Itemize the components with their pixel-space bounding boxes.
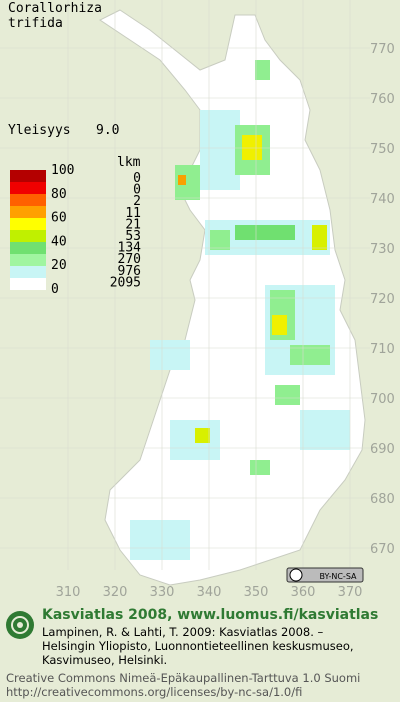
x-label: 310 [56, 585, 81, 600]
index-label: Yleisyys [8, 123, 71, 138]
legend-count: 2095 [110, 275, 141, 290]
y-label: 750 [370, 142, 395, 157]
legend-scale: 0 [51, 282, 59, 297]
license: http://creativecommons.org/licenses/by-n… [6, 685, 302, 699]
legend [10, 170, 46, 290]
legend-count: 270 [118, 252, 141, 267]
legend-count: 53 [125, 229, 141, 244]
license: Creative Commons Nimeä-Epäkaupallinen-Ta… [6, 671, 360, 685]
citation: Lampinen, R. & Lahti, T. 2009: Kasviatla… [42, 625, 324, 639]
legend-scale: 80 [51, 187, 67, 202]
citation: Helsingin Yliopisto, Luonnontieteellinen… [42, 639, 354, 653]
x-label: 350 [244, 585, 269, 600]
legend-scale: 20 [51, 258, 67, 273]
x-label: 370 [338, 585, 363, 600]
legend-count: 0 [133, 171, 141, 186]
legend-count: 134 [118, 241, 142, 256]
grid [0, 0, 370, 570]
y-label: 740 [370, 192, 395, 207]
legend-count: 976 [118, 264, 141, 279]
x-label: 320 [103, 585, 128, 600]
license-badge: BY-NC-SA [286, 567, 364, 583]
license-badge-text: BY-NC-SA [319, 572, 357, 581]
y-label: 760 [370, 92, 395, 107]
count-header: lkm [117, 155, 141, 170]
y-label: 710 [370, 342, 395, 357]
legend-scale: 100 [51, 163, 74, 178]
title: trifida [8, 16, 63, 31]
legend-scale: 40 [51, 234, 67, 249]
title: Corallorhiza [8, 1, 102, 16]
x-label: 360 [291, 585, 316, 600]
y-label: 770 [370, 42, 395, 57]
occurrence-cells [130, 60, 350, 560]
x-label: 330 [150, 585, 175, 600]
index-value: 9.0 [96, 123, 119, 138]
footer-heading: Kasviatlas 2008, www.luomus.fi/kasviatla… [42, 607, 378, 623]
legend-scale: 60 [51, 211, 67, 226]
y-label: 670 [370, 542, 395, 557]
y-label: 680 [370, 492, 395, 507]
legend-count: 11 [125, 206, 141, 221]
y-label: 700 [370, 392, 395, 407]
y-label: 720 [370, 292, 395, 307]
legend-count: 21 [125, 217, 141, 232]
x-label: 340 [197, 585, 222, 600]
y-label: 690 [370, 442, 395, 457]
legend-count: 2 [133, 194, 141, 209]
legend-count: 0 [133, 183, 141, 198]
y-label: 730 [370, 242, 395, 257]
logo [6, 611, 34, 639]
citation: Kasvimuseo, Helsinki. [42, 653, 167, 667]
